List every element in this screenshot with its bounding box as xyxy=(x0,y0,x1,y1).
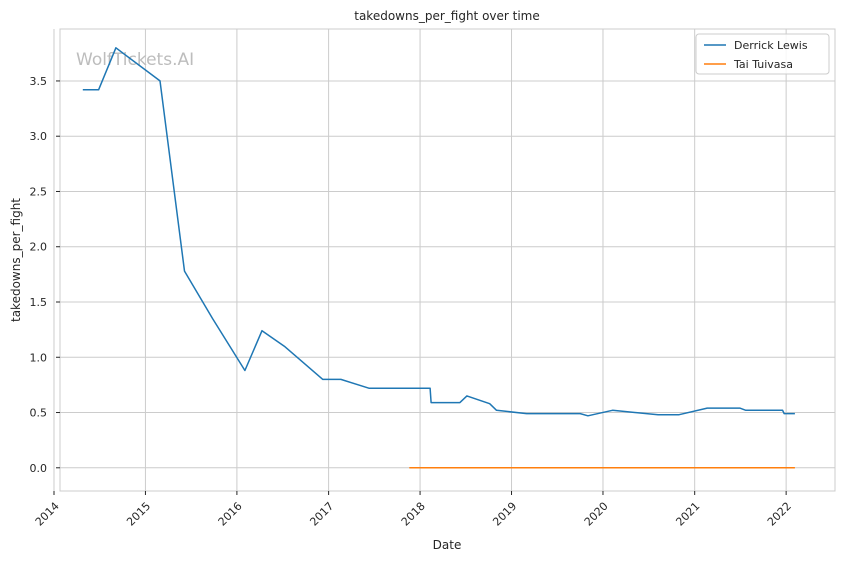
legend: Derrick Lewis Tai Tuivasa xyxy=(695,33,830,75)
y-tick-label: 1.0 xyxy=(30,351,48,364)
x-axis-label: Date xyxy=(433,538,462,552)
watermark: WolfTickets.AI xyxy=(76,50,194,70)
y-tick-label: 3.5 xyxy=(30,75,48,88)
y-tick-label: 1.5 xyxy=(30,296,48,309)
y-axis-label: takedowns_per_fight xyxy=(9,198,23,322)
series-layer xyxy=(82,47,795,469)
legend-entry: Tai Tuivasa xyxy=(733,58,793,71)
y-tick-label: 0.5 xyxy=(30,407,48,420)
series-line-derrick-lewis xyxy=(82,47,795,417)
y-tick-label: 2.0 xyxy=(30,241,48,254)
y-tick-label: 3.0 xyxy=(30,130,48,143)
chart-title: takedowns_per_fight over time xyxy=(354,9,540,23)
x-axis-ticks: 2014 2015 2016 2017 2018 2019 2020 2021 2022 xyxy=(33,491,794,529)
y-tick-label: 2.5 xyxy=(30,185,48,198)
legend-entry: Derrick Lewis xyxy=(734,39,808,52)
grid xyxy=(53,29,835,491)
legend-box xyxy=(695,33,830,75)
y-axis-ticks: 0.0 0.5 1.0 1.5 2.0 2.5 3.0 3.5 xyxy=(30,75,60,475)
y-tick-label: 0.0 xyxy=(30,462,48,475)
plot-area-frame xyxy=(59,28,836,492)
